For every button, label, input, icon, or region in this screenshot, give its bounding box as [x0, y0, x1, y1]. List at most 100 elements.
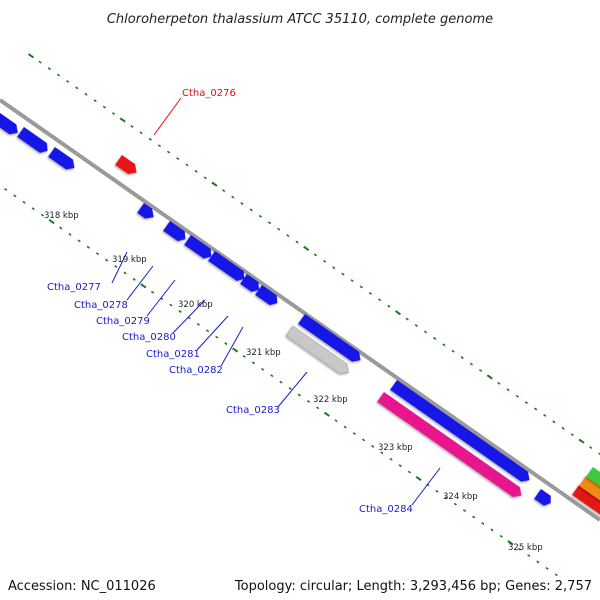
leader-lines [111, 97, 441, 506]
minor-tick [249, 208, 253, 212]
minor-tick [157, 144, 162, 148]
minor-tick [295, 240, 299, 244]
gene-arrow-ctha-0277[interactable] [137, 203, 157, 222]
minor-tick [178, 310, 182, 313]
minor-tick [405, 317, 409, 321]
minor-tick [497, 381, 501, 385]
minor-tick [352, 432, 357, 435]
minor-tick [150, 290, 155, 294]
minor-tick [478, 369, 483, 372]
major-tick [578, 438, 585, 444]
kbp-label: 320 kbp [178, 300, 213, 310]
minor-tick [554, 573, 558, 577]
minor-tick [359, 285, 363, 289]
minor-tick [490, 528, 494, 532]
gene-arrow[interactable] [48, 147, 78, 173]
minor-tick [105, 258, 109, 262]
gene-arrow[interactable] [390, 380, 533, 485]
minor-tick [387, 304, 391, 308]
minor-tick [378, 298, 382, 302]
minor-tick [215, 335, 219, 339]
gene-arrow[interactable] [586, 467, 600, 503]
minor-tick [95, 252, 100, 256]
minor-tick [313, 253, 318, 257]
gene-arrow-ctha-0281[interactable] [240, 274, 262, 295]
kbp-label: 321 kbp [246, 348, 281, 358]
minor-tick [288, 387, 292, 391]
gene-arrow-ctha-0284[interactable] [377, 392, 525, 500]
major-tick [507, 540, 514, 546]
minor-tick [398, 464, 402, 468]
minor-tick [469, 362, 473, 366]
minor-tick [552, 420, 556, 424]
minor-tick [481, 521, 485, 525]
minor-tick [536, 560, 540, 564]
kbp-label: 323 kbp [378, 443, 413, 453]
minor-tick [460, 356, 464, 360]
gene-arrow[interactable] [298, 314, 364, 365]
minor-tick [570, 433, 574, 437]
minor-tick [123, 271, 127, 275]
gene-label-ctha-0281[interactable]: Ctha_0281 [146, 349, 200, 360]
minor-tick [68, 232, 72, 236]
major-tick [486, 374, 493, 380]
kbp-label: 325 kbp [508, 543, 543, 553]
gene-label-ctha-0277[interactable]: Ctha_0277 [47, 282, 101, 293]
minor-tick [453, 502, 457, 506]
major-tick [48, 219, 55, 225]
gene-arrow-ctha-0279[interactable] [184, 235, 215, 261]
minor-tick [148, 137, 152, 141]
minor-tick [86, 245, 90, 249]
gene-arrow[interactable] [0, 113, 21, 138]
gene-label-ctha-0282[interactable]: Ctha_0282 [169, 365, 223, 376]
minor-tick [361, 438, 366, 442]
kbp-label: 318 kbp [44, 211, 79, 221]
gene-label-ctha-0278[interactable]: Ctha_0278 [74, 300, 128, 311]
minor-tick [270, 374, 274, 378]
minor-tick [13, 194, 17, 198]
minor-tick [350, 279, 354, 283]
minor-tick [277, 227, 281, 231]
minor-tick [499, 534, 503, 538]
minor-tick [589, 446, 593, 450]
minor-tick [515, 394, 519, 398]
minor-tick [196, 322, 201, 326]
gene-arrow-ctha-0282[interactable] [255, 285, 281, 308]
gene-arrow-ctha-0283[interactable] [285, 325, 352, 377]
minor-tick [322, 259, 327, 263]
gene-arrow-ctha-0276[interactable] [115, 155, 140, 177]
minor-tick [451, 349, 455, 353]
gene-arrow[interactable] [17, 127, 51, 156]
minor-tick [38, 60, 42, 64]
gene-arrow-ctha-0280[interactable] [208, 251, 248, 284]
gene-label-ctha-0280[interactable]: Ctha_0280 [122, 332, 176, 343]
gene-label-ctha-0279[interactable]: Ctha_0279 [96, 316, 150, 327]
kbp-label: 319 kbp [112, 255, 147, 265]
minor-tick [286, 234, 290, 238]
kbp-labels: 318 kbp 319 kbp 320 kbp 321 kbp 322 kbp … [44, 211, 543, 553]
minor-tick [240, 202, 244, 205]
major-tick [211, 181, 218, 187]
major-tick [27, 53, 34, 59]
minor-tick [472, 515, 476, 519]
gene-arrow[interactable] [534, 489, 554, 508]
major-tick [394, 310, 402, 316]
minor-tick [527, 554, 531, 558]
major-tick [303, 245, 310, 251]
gene-label-ctha-0284[interactable]: Ctha_0284 [359, 504, 413, 515]
minor-tick [222, 189, 226, 193]
minor-tick [306, 399, 311, 403]
gene-arrow-ctha-0278[interactable] [163, 221, 189, 244]
gene-label-ctha-0283[interactable]: Ctha_0283 [226, 405, 280, 416]
outer-tick-row [27, 53, 600, 456]
minor-tick [524, 401, 529, 405]
minor-tick [176, 157, 180, 160]
gene-label-ctha-0276[interactable]: Ctha_0276 [182, 88, 236, 99]
minor-tick [297, 393, 301, 397]
minor-tick [407, 470, 412, 474]
kbp-label: 324 kbp [443, 492, 478, 502]
gene-arrow[interactable] [572, 485, 600, 521]
minor-tick [47, 67, 51, 71]
minor-tick [316, 406, 320, 410]
